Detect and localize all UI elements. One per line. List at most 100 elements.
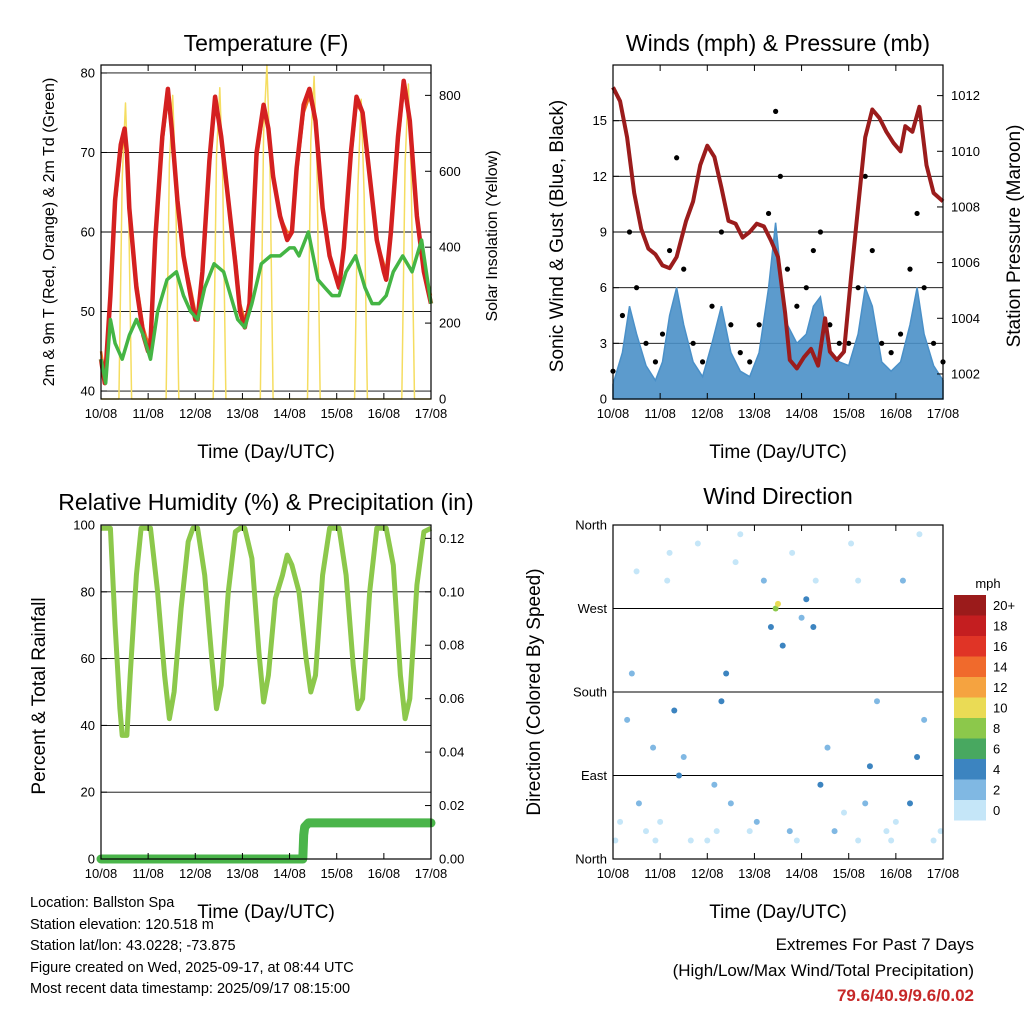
gust-point — [619, 312, 626, 319]
x-tick-label: 14/08 — [273, 406, 306, 421]
winds-y2label: Station Pressure (Maroon) — [1004, 125, 1024, 348]
y-tick-label: North — [575, 852, 607, 867]
direction-point — [737, 531, 744, 538]
humidity-panel: Relative Humidity (%) & Precipitation (i… — [29, 489, 474, 923]
legend-label: 4 — [993, 762, 1000, 777]
winds-axes: 10/08 11/08 12/08 13/08 14/08 15/08 16/08 17/08… — [593, 65, 980, 421]
direction-point — [831, 828, 838, 835]
direction-point — [817, 781, 824, 788]
gust-point — [810, 247, 816, 254]
direction-point — [718, 698, 725, 705]
legend-swatch — [954, 779, 986, 800]
x-tick-label: 17/08 — [927, 406, 960, 421]
direction-axes: 10/08 11/08 12/08 13/08 14/08 15/08 16/08 17/08… — [573, 518, 959, 882]
direction-xlabel: Time (Day/UTC) — [709, 902, 847, 923]
gust-point — [765, 210, 772, 217]
gust-point — [773, 108, 779, 114]
direction-point — [635, 800, 642, 807]
legend-swatch — [954, 615, 986, 636]
direction-point — [666, 549, 673, 556]
direction-point — [713, 828, 720, 835]
gust-point — [718, 229, 725, 235]
x-tick-label: 17/08 — [927, 866, 960, 881]
y2-tick-label: 0 — [439, 392, 446, 407]
direction-point — [746, 828, 753, 835]
gust-point — [879, 340, 885, 346]
direction-point — [612, 837, 619, 844]
legend-label: 18 — [993, 619, 1007, 634]
direction-point — [624, 716, 631, 723]
legend-swatch — [954, 718, 986, 739]
gust-point — [846, 340, 852, 346]
gust-point — [862, 173, 868, 179]
direction-point — [723, 670, 730, 677]
x-tick-label: 14/08 — [785, 406, 818, 421]
direction-point — [786, 828, 793, 835]
x-tick-label: 11/08 — [644, 406, 676, 421]
x-tick-label: 15/08 — [320, 866, 353, 881]
y-tick-label: 50 — [81, 304, 95, 319]
direction-point — [657, 818, 664, 825]
gust-point — [709, 303, 715, 309]
y-tick-label: 9 — [600, 225, 607, 240]
temperature-panel: Temperature (F) 10/08 11/08 12/08 13/08 14/0… — [41, 30, 501, 463]
y-tick-label: 40 — [81, 384, 95, 399]
direction-point — [899, 577, 906, 584]
x-tick-label: 12/08 — [179, 406, 212, 421]
extremes-box: Extremes For Past 7 Days (High/Low/Max W… — [673, 932, 974, 1009]
direction-point — [793, 837, 800, 844]
direction-point — [810, 624, 817, 631]
direction-point — [617, 818, 624, 825]
gust-point — [643, 340, 649, 346]
gust-point — [659, 331, 666, 337]
direction-point — [727, 800, 734, 807]
info-location: Location: Ballston Spa — [30, 895, 175, 911]
legend-label: 2 — [993, 783, 1000, 798]
direction-point — [907, 800, 913, 807]
x-tick-label: 16/08 — [880, 406, 913, 421]
direction-point — [779, 642, 786, 649]
direction-plot — [612, 531, 944, 844]
humidity-title: Relative Humidity (%) & Precipitation (i… — [58, 489, 473, 515]
extremes-heading: Extremes For Past 7 Days — [775, 935, 974, 954]
gust-point — [827, 322, 833, 328]
direction-point — [628, 670, 635, 677]
extremes-subheading: (High/Low/Max Wind/Total Precipitation) — [672, 960, 974, 980]
gust-point — [907, 266, 913, 272]
wind-area — [612, 222, 944, 400]
direction-point — [789, 549, 796, 556]
gust-point — [921, 285, 927, 291]
y2-tick-label: 0.04 — [439, 745, 464, 760]
y2-tick-label: 1008 — [951, 199, 980, 214]
direction-title: Wind Direction — [703, 483, 853, 509]
y2-tick-label: 0.02 — [439, 798, 464, 813]
direction-point — [732, 559, 739, 566]
legend-swatch — [954, 759, 986, 780]
winds-panel: Winds (mph) & Pressure (mb) 10/08 11/08 12… — [547, 30, 1024, 463]
legend-label: 10 — [993, 701, 1007, 716]
direction-point — [643, 828, 649, 835]
x-tick-label: 14/08 — [273, 866, 306, 881]
y-tick-label: 80 — [81, 584, 95, 599]
direction-point — [812, 577, 819, 584]
info-latlon: Station lat/lon: 43.0228; -73.875 — [30, 938, 236, 954]
temperature-ylabel: 2m & 9m T (Red, Orange) & 2m Td (Green) — [41, 78, 58, 387]
y2-tick-label: 0.10 — [439, 584, 464, 599]
legend-swatch — [954, 697, 986, 718]
direction-point — [767, 624, 774, 631]
legend-label: 8 — [993, 721, 1000, 736]
direction-point — [633, 568, 640, 575]
direction-point — [753, 818, 760, 825]
direction-point — [671, 707, 678, 714]
x-tick-label: 13/08 — [226, 866, 259, 881]
direction-ylabel: Direction (Colored By Speed) — [524, 568, 545, 815]
gust-point — [836, 340, 842, 346]
direction-point — [937, 828, 944, 835]
info-created: Figure created on Wed, 2025-09-17, at 08… — [30, 959, 354, 976]
direction-panel: Wind Direction 10/08 11/08 12/08 13/08 14/08… — [524, 483, 1015, 923]
y-tick-label: 12 — [593, 169, 607, 184]
gust-point — [869, 247, 875, 254]
x-tick-label: 11/08 — [132, 406, 164, 421]
gust-point — [803, 285, 809, 291]
humidity-axes: 10/08 11/08 12/08 13/08 14/08 15/08 16/08 17/08… — [73, 518, 464, 882]
